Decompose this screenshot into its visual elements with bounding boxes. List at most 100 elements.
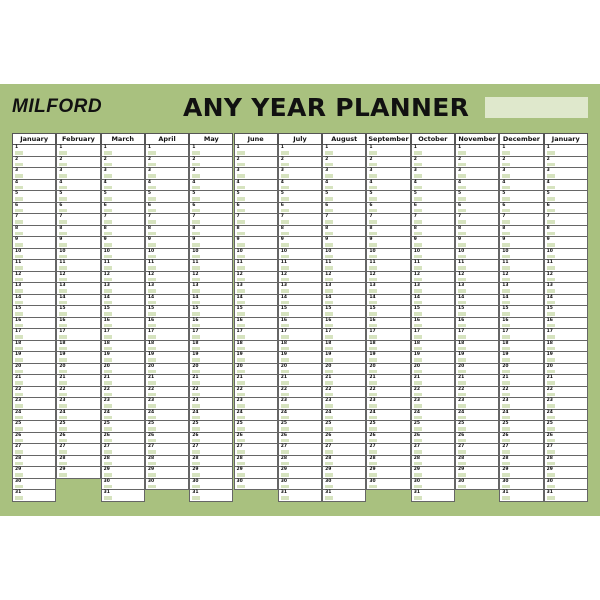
day-cell[interactable]: 15 [366, 306, 411, 318]
day-cell[interactable]: 7 [410, 214, 455, 226]
day-cell[interactable]: 20 [144, 363, 190, 375]
day-cell[interactable]: 24 [322, 409, 367, 421]
day-cell[interactable]: 3 [56, 168, 101, 180]
day-cell[interactable]: 4 [366, 179, 411, 191]
day-cell[interactable]: 24 [277, 409, 323, 421]
day-cell[interactable]: 4 [322, 179, 367, 191]
day-cell[interactable]: 29 [366, 467, 411, 479]
day-cell[interactable]: 23 [410, 398, 455, 410]
day-cell[interactable]: 3 [277, 168, 323, 180]
day-cell[interactable]: 28 [499, 455, 544, 467]
day-cell[interactable]: 20 [189, 363, 234, 375]
day-cell[interactable]: 1 [455, 145, 500, 157]
day-cell[interactable]: 5 [277, 191, 323, 203]
day-cell[interactable]: 14 [233, 294, 278, 306]
day-cell[interactable]: 11 [144, 260, 190, 272]
day-cell[interactable]: 4 [12, 179, 57, 191]
day-cell[interactable]: 6 [366, 202, 411, 214]
day-cell[interactable]: 10 [277, 248, 323, 260]
day-cell[interactable]: 17 [543, 329, 588, 341]
day-cell[interactable]: 26 [455, 432, 500, 444]
day-cell[interactable]: 23 [144, 398, 190, 410]
day-cell[interactable]: 13 [499, 283, 544, 295]
day-cell[interactable]: 12 [499, 271, 544, 283]
day-cell[interactable]: 8 [277, 225, 323, 237]
day-cell[interactable]: 15 [455, 306, 500, 318]
day-cell[interactable]: 13 [455, 283, 500, 295]
day-cell[interactable]: 20 [410, 363, 455, 375]
day-cell[interactable]: 18 [499, 340, 544, 352]
day-cell[interactable]: 22 [499, 386, 544, 398]
day-cell[interactable]: 9 [543, 237, 588, 249]
day-cell[interactable]: 15 [277, 306, 323, 318]
day-cell[interactable]: 13 [12, 283, 57, 295]
day-cell[interactable]: 30 [322, 478, 367, 490]
day-cell[interactable]: 25 [189, 421, 234, 433]
day-cell[interactable]: 11 [12, 260, 57, 272]
day-cell[interactable]: 12 [410, 271, 455, 283]
day-cell[interactable]: 14 [277, 294, 323, 306]
day-cell[interactable]: 13 [233, 283, 278, 295]
day-cell[interactable]: 21 [410, 375, 455, 387]
day-cell[interactable]: 10 [366, 248, 411, 260]
day-cell[interactable]: 16 [366, 317, 411, 329]
day-cell[interactable]: 21 [322, 375, 367, 387]
day-cell[interactable]: 22 [366, 386, 411, 398]
day-cell[interactable]: 26 [322, 432, 367, 444]
day-cell[interactable]: 20 [455, 363, 500, 375]
day-cell[interactable]: 19 [233, 352, 278, 364]
day-cell[interactable]: 24 [455, 409, 500, 421]
day-cell[interactable]: 30 [12, 478, 57, 490]
day-cell[interactable]: 5 [100, 191, 145, 203]
day-cell[interactable]: 11 [455, 260, 500, 272]
day-cell[interactable]: 27 [100, 444, 145, 456]
day-cell[interactable]: 12 [12, 271, 57, 283]
day-cell[interactable]: 22 [189, 386, 234, 398]
day-cell[interactable]: 31 [543, 490, 588, 502]
day-cell[interactable]: 14 [366, 294, 411, 306]
day-cell[interactable]: 11 [499, 260, 544, 272]
day-cell[interactable]: 26 [277, 432, 323, 444]
day-cell[interactable]: 29 [499, 467, 544, 479]
day-cell[interactable]: 28 [233, 455, 278, 467]
day-cell[interactable]: 18 [144, 340, 190, 352]
day-cell[interactable]: 13 [543, 283, 588, 295]
day-cell[interactable]: 14 [56, 294, 101, 306]
day-cell[interactable]: 30 [366, 478, 411, 490]
day-cell[interactable]: 5 [233, 191, 278, 203]
day-cell[interactable]: 5 [56, 191, 101, 203]
day-cell[interactable]: 10 [233, 248, 278, 260]
day-cell[interactable]: 16 [277, 317, 323, 329]
day-cell[interactable]: 21 [12, 375, 57, 387]
day-cell[interactable]: 22 [233, 386, 278, 398]
day-cell[interactable]: 30 [233, 478, 278, 490]
day-cell[interactable]: 28 [410, 455, 455, 467]
day-cell[interactable]: 9 [499, 237, 544, 249]
day-cell[interactable]: 14 [100, 294, 145, 306]
day-cell[interactable]: 21 [277, 375, 323, 387]
day-cell[interactable]: 27 [144, 444, 190, 456]
day-cell[interactable]: 3 [455, 168, 500, 180]
day-cell[interactable]: 11 [100, 260, 145, 272]
day-cell[interactable]: 25 [100, 421, 145, 433]
day-cell[interactable]: 8 [189, 225, 234, 237]
day-cell[interactable]: 30 [543, 478, 588, 490]
day-cell[interactable]: 20 [277, 363, 323, 375]
day-cell[interactable]: 5 [410, 191, 455, 203]
day-cell[interactable]: 4 [144, 179, 190, 191]
day-cell[interactable]: 4 [100, 179, 145, 191]
day-cell[interactable]: 26 [366, 432, 411, 444]
day-cell[interactable]: 5 [455, 191, 500, 203]
day-cell[interactable]: 6 [144, 202, 190, 214]
day-cell[interactable]: 23 [277, 398, 323, 410]
day-cell[interactable]: 27 [233, 444, 278, 456]
day-cell[interactable]: 14 [144, 294, 190, 306]
day-cell[interactable]: 5 [366, 191, 411, 203]
day-cell[interactable]: 16 [100, 317, 145, 329]
day-cell[interactable]: 15 [12, 306, 57, 318]
day-cell[interactable]: 25 [233, 421, 278, 433]
day-cell[interactable]: 14 [499, 294, 544, 306]
day-cell[interactable]: 19 [277, 352, 323, 364]
day-cell[interactable]: 28 [366, 455, 411, 467]
day-cell[interactable]: 26 [100, 432, 145, 444]
